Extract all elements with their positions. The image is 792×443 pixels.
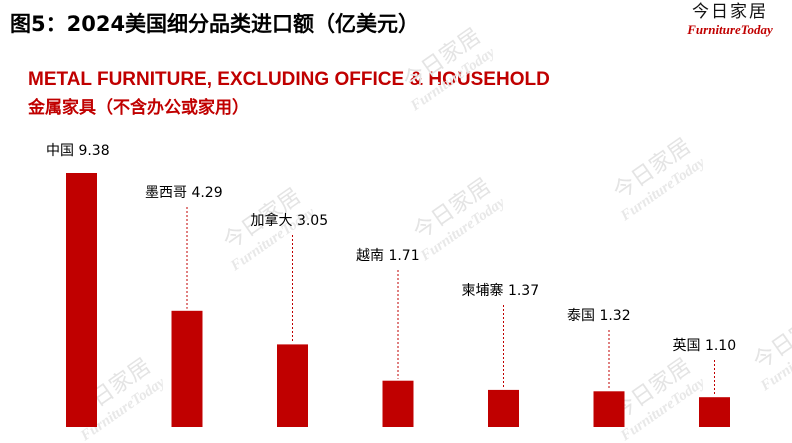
data-label-1: 中国 9.38 xyxy=(46,143,110,159)
data-label-6: 泰国 1.32 xyxy=(567,308,631,324)
figure-title: 图5：2024美国细分品类进口额（亿美元） xyxy=(10,12,420,36)
bar-2 xyxy=(171,310,203,427)
bar-1 xyxy=(66,173,97,427)
brand-logo-cn: 今日家居 xyxy=(692,2,768,22)
bar-5 xyxy=(488,389,519,427)
brand-logo-en: FurnitureToday xyxy=(687,22,773,37)
bar-7 xyxy=(699,397,730,427)
data-label-4: 越南 1.71 xyxy=(356,248,420,264)
bars-layer: 中国 9.38 墨西哥 4.29 加拿大 3.05 越南 1.71 柬埔寨 1.37 泰国… xyxy=(46,143,736,427)
data-label-2: 墨西哥 4.29 xyxy=(145,185,223,201)
data-label-5: 柬埔寨 1.37 xyxy=(462,282,540,299)
bar-3 xyxy=(277,344,308,427)
chart-subtitle: 金属家具（不含办公或家用） xyxy=(28,98,249,118)
bar-4 xyxy=(382,380,414,427)
data-label-3: 加拿大 3.05 xyxy=(251,212,329,229)
chart-title: METAL FURNITURE, EXCLUDING OFFICE & HOUS… xyxy=(28,69,550,90)
data-label-7: 英国 1.10 xyxy=(673,337,737,354)
brand-logo: 今日家居 FurnitureToday xyxy=(682,2,778,38)
bar-6 xyxy=(593,391,625,427)
